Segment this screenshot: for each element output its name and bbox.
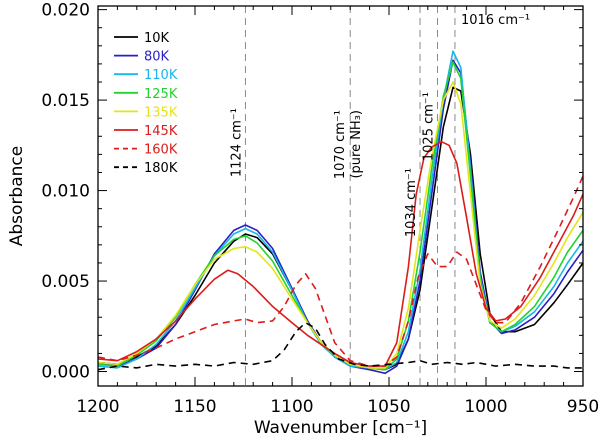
series-line-135k <box>97 81 584 369</box>
annotation-label: 1124 cm⁻¹ <box>229 108 244 177</box>
legend-label: 80K <box>144 50 170 65</box>
series-line-160k <box>97 175 584 367</box>
axis-ticks: 1200 1150 1100 1050 1000 950 0.000 0.005 0.010 0.… <box>41 1 599 417</box>
series-line-145k <box>97 140 584 367</box>
legend-label: 135K <box>144 105 178 120</box>
legend: 10K 80K 110K 125K 135K 145K 160K 180K <box>114 31 178 176</box>
plot-frame <box>97 5 584 387</box>
x-tick-label: 1050 <box>367 397 410 417</box>
x-axis-label: Wavenumber [cm⁻¹] <box>254 418 427 438</box>
series-line-125k <box>97 61 584 371</box>
annotations: 1124 cm⁻¹ 1070 cm⁻¹ (pure NH₃) 1034 cm⁻¹102… <box>229 13 530 237</box>
reference-lines <box>244 6 456 386</box>
legend-label: 110K <box>144 68 178 83</box>
x-tick-label: 1200 <box>76 397 119 417</box>
legend-label: 145K <box>144 124 178 139</box>
annotation-label: 1016 cm⁻¹ <box>461 13 530 28</box>
x-tick-label: 950 <box>567 397 599 417</box>
legend-label: 125K <box>144 87 178 102</box>
y-tick-label: 0.020 <box>41 1 90 21</box>
x-tick-label: 1150 <box>173 397 216 417</box>
annotation-label: 1070 cm⁻¹ <box>333 110 348 179</box>
y-tick-label: 0.010 <box>41 182 90 202</box>
x-tick-label: 1100 <box>270 397 313 417</box>
annotation-label: (pure NH₃) <box>349 110 364 179</box>
y-tick-label: 0.000 <box>41 363 90 383</box>
annotation-label: 1034 cm⁻¹ <box>404 168 419 237</box>
annotation-label: 1025 cm⁻¹ <box>422 92 437 161</box>
series-lines <box>97 50 584 375</box>
x-tick-label: 1000 <box>464 397 507 417</box>
y-axis-label: Absorbance <box>7 146 27 246</box>
series-line-180k <box>97 321 583 371</box>
legend-label: 10K <box>144 31 170 46</box>
legend-label: 160K <box>144 143 178 158</box>
y-tick-label: 0.015 <box>41 91 90 111</box>
y-tick-label: 0.005 <box>41 272 90 292</box>
legend-label: 180K <box>144 161 178 176</box>
